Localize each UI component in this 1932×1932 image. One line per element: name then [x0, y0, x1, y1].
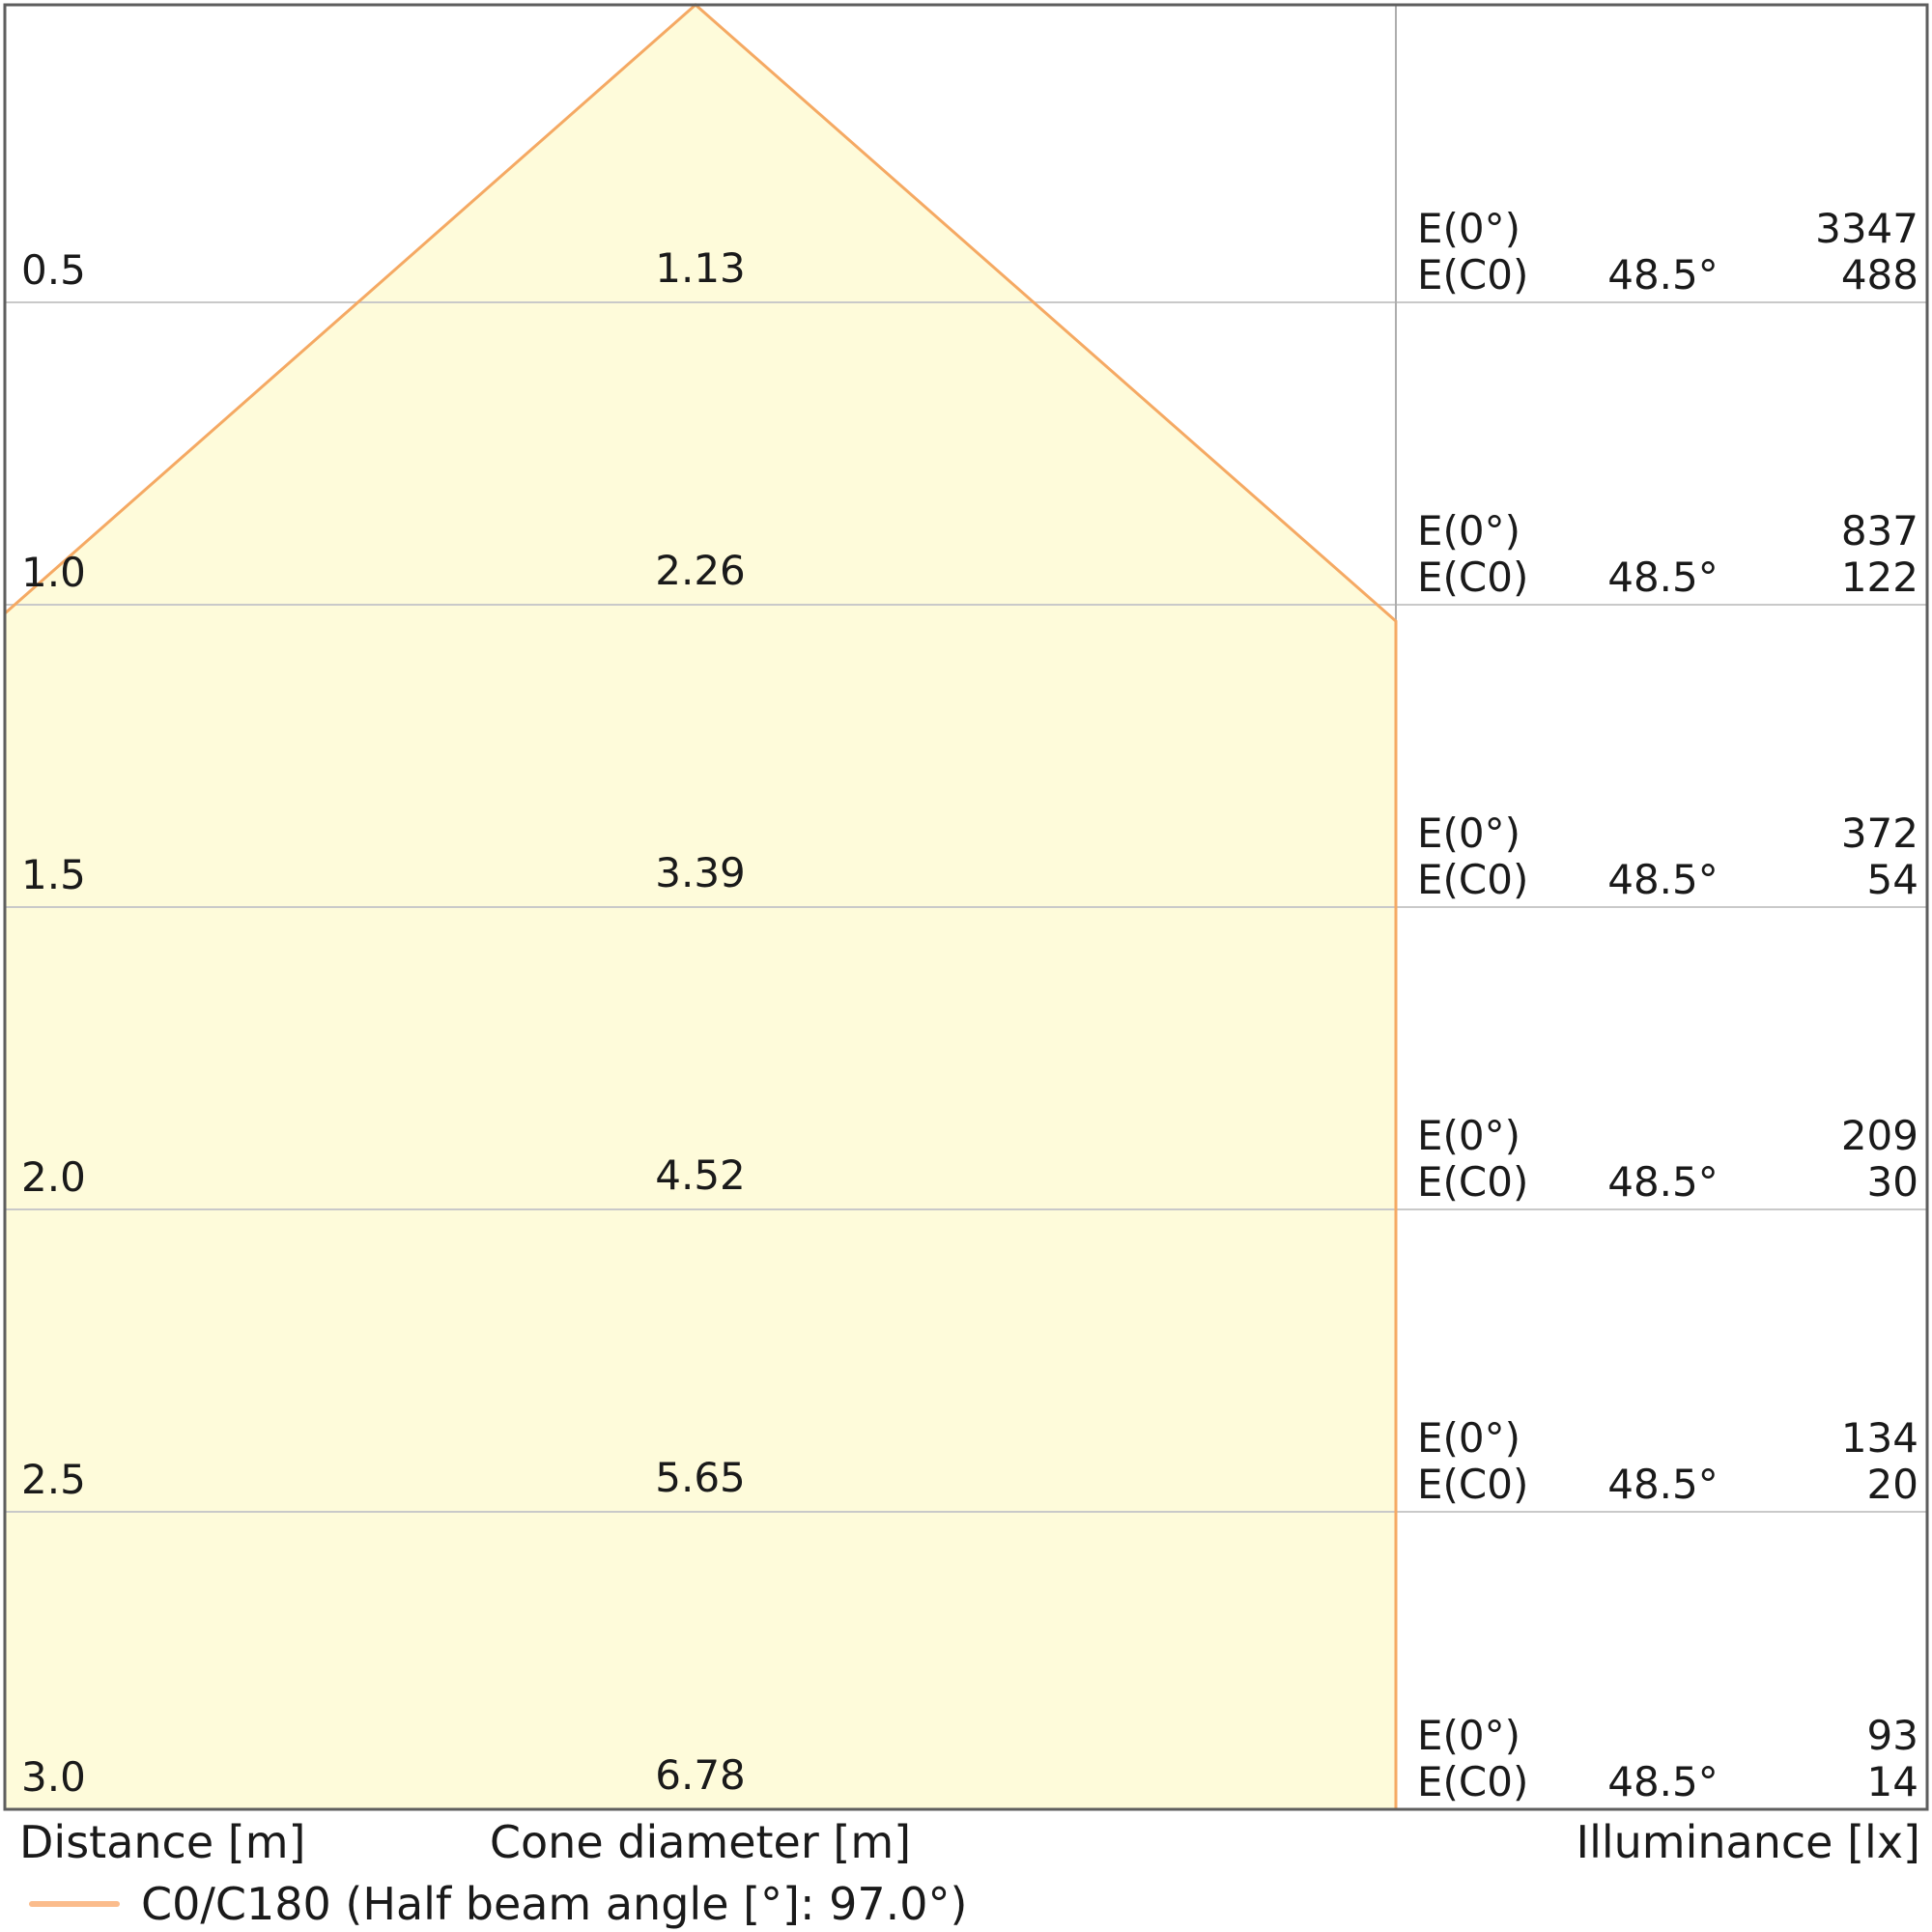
illuminance-axis-label: Illuminance [lx] — [1576, 1816, 1920, 1868]
chart-border — [3, 3, 1929, 1811]
distance-axis-label: Distance [m] — [19, 1816, 306, 1868]
cone-diameter-axis-label: Cone diameter [m] — [489, 1816, 912, 1868]
beam-edge-line — [4, 3, 1398, 1809]
distance-gridlines — [5, 301, 1927, 1513]
legend-label: C0/C180 (Half beam angle [°]: 97.0°) — [141, 1878, 968, 1930]
legend-line-swatch — [29, 1901, 120, 1907]
legend: C0/C180 (Half beam angle [°]: 97.0°) — [29, 1880, 968, 1928]
